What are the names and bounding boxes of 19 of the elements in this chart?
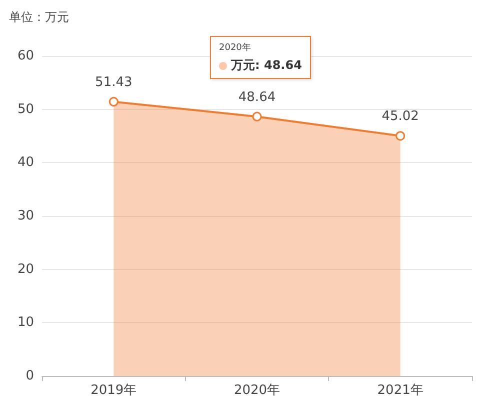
y-axis-title: 单位：万元 [9,10,69,24]
data-label: 48.64 [238,90,276,105]
x-tick-label: 2019年 [90,383,137,398]
text: 2020年 [219,42,252,54]
y-tick-label: 50 [17,102,34,117]
data-label: 45.02 [382,109,419,124]
y-tick-label: 30 [17,208,34,224]
point [396,131,406,141]
y-tick-label: 60 [17,48,34,64]
x-tick-label: 2021年 [377,383,424,398]
y-tick-label: 10 [17,315,34,330]
annotation: 万元: 48.64 [231,57,302,74]
data-label: 51.43 [95,74,132,90]
x-tick-label: 2020年 [234,383,280,398]
y-tick-label: 20 [17,262,34,277]
y-tick-label: 0 [26,368,34,384]
point [252,112,262,122]
point [108,96,118,106]
y-tick-label: 40 [17,155,34,170]
